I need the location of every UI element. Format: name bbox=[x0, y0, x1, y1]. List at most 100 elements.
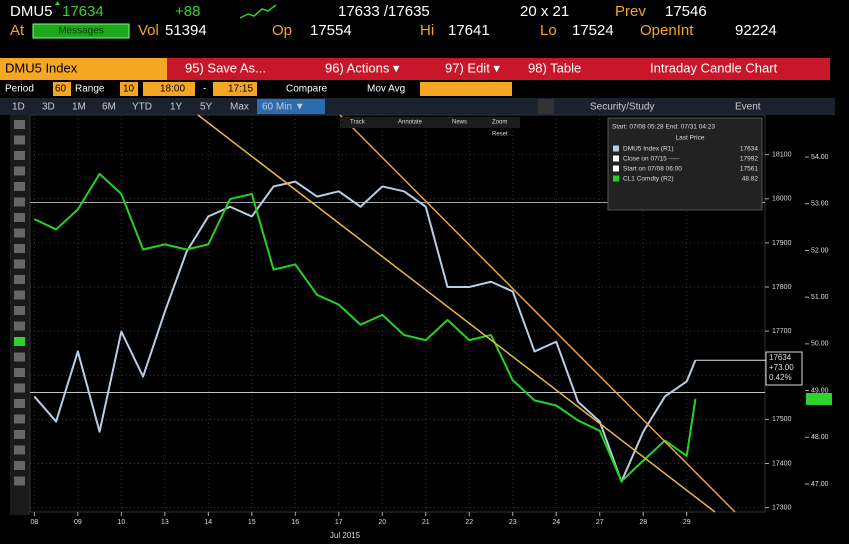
tool-icon[interactable] bbox=[14, 275, 25, 284]
chart-tool[interactable]: Track bbox=[350, 120, 366, 126]
chart-tools-bar bbox=[340, 117, 520, 128]
y-tick-label: 17300 bbox=[772, 504, 792, 511]
price-tag-pct: 0.42% bbox=[769, 373, 792, 382]
chart-tool[interactable]: News bbox=[452, 120, 467, 126]
tool-icon[interactable] bbox=[14, 399, 25, 408]
tool-icon[interactable] bbox=[14, 352, 25, 362]
tool-icon[interactable] bbox=[14, 290, 25, 300]
security-name[interactable]: DMU5 Index bbox=[5, 60, 78, 75]
chart-tool[interactable]: Zoom bbox=[492, 120, 507, 126]
tool-icon[interactable] bbox=[14, 166, 25, 176]
range-button[interactable]: 1D bbox=[12, 102, 25, 113]
y-tick-label: 17500 bbox=[772, 416, 792, 423]
range-button[interactable]: 1Y bbox=[170, 102, 183, 113]
actions-button[interactable]: 96) Actions ▾ bbox=[325, 60, 400, 75]
messages-label[interactable]: Messages bbox=[58, 26, 104, 37]
chart-tool[interactable]: Reset bbox=[492, 132, 508, 138]
prev-label: Prev bbox=[615, 3, 646, 20]
y-tick-label: 17800 bbox=[772, 284, 792, 291]
legend-swatch bbox=[613, 155, 619, 162]
range-button[interactable]: Max bbox=[230, 102, 249, 113]
nav-button[interactable] bbox=[538, 99, 554, 114]
tool-icon[interactable] bbox=[14, 120, 25, 129]
x-tick-label: 24 bbox=[552, 519, 560, 526]
range-bar bbox=[0, 98, 835, 115]
trend-line[interactable] bbox=[339, 114, 736, 513]
prev-value: 17546 bbox=[665, 3, 707, 20]
net-change: +88 bbox=[175, 3, 200, 20]
tool-icon[interactable] bbox=[14, 244, 25, 253]
period-field[interactable] bbox=[53, 82, 71, 96]
y-tick-label: 17900 bbox=[772, 240, 792, 247]
tool-icon[interactable] bbox=[14, 228, 25, 238]
x-tick-label: 08 bbox=[30, 519, 38, 526]
range-button[interactable]: 3D bbox=[42, 102, 55, 113]
range-button[interactable]: 60 Min ▼ bbox=[262, 102, 305, 113]
security-field[interactable] bbox=[0, 58, 167, 80]
legend-swatch bbox=[613, 165, 619, 172]
x-axis-label: Jul 2015 bbox=[330, 531, 361, 540]
sparkline bbox=[239, 4, 277, 19]
tool-icon[interactable] bbox=[14, 430, 25, 439]
legend: Start: 07/08 05:28 End: 07/31 04:23 Last … bbox=[612, 124, 758, 183]
tool-icon[interactable] bbox=[14, 414, 25, 424]
tool-icon[interactable] bbox=[14, 321, 25, 331]
range-button[interactable]: 5Y bbox=[200, 102, 213, 113]
legend-value: 48.82 bbox=[742, 176, 759, 183]
open-label: Op bbox=[272, 22, 292, 39]
x-tick-label: 09 bbox=[74, 519, 82, 526]
range-button[interactable]: 6M bbox=[102, 102, 116, 113]
messages-badge[interactable] bbox=[32, 23, 130, 39]
y2-tick-label: 50.00 bbox=[811, 341, 829, 348]
legend-value: 17561 bbox=[740, 166, 758, 173]
series-line bbox=[33, 172, 697, 483]
tool-icon[interactable] bbox=[14, 368, 25, 377]
period-value[interactable]: 60 bbox=[55, 84, 67, 95]
tool-icon[interactable] bbox=[14, 135, 25, 145]
y2-tick-label: 49.00 bbox=[811, 387, 829, 394]
legend-name: DMU5 Index (R1) bbox=[623, 146, 674, 153]
from-value[interactable]: 18:00 bbox=[160, 84, 185, 95]
y2-tick-label: 47.00 bbox=[811, 481, 829, 488]
range-button[interactable]: 1M bbox=[72, 102, 86, 113]
chart-tool[interactable]: Annotate bbox=[398, 120, 423, 126]
bid-ask: 17633 /17635 bbox=[338, 3, 430, 20]
tool-icon[interactable] bbox=[14, 151, 25, 160]
trend-line[interactable] bbox=[197, 114, 716, 513]
from-field[interactable] bbox=[143, 82, 195, 96]
to-field[interactable] bbox=[213, 82, 257, 96]
tool-icon[interactable] bbox=[14, 337, 25, 346]
mov-avg-button[interactable]: Mov Avg bbox=[367, 84, 405, 95]
tool-icon[interactable] bbox=[14, 445, 25, 455]
tool-icon[interactable] bbox=[14, 461, 25, 470]
y2-tick-label: 51.00 bbox=[811, 294, 829, 301]
x-tick-label: 22 bbox=[465, 519, 473, 526]
tool-icon[interactable] bbox=[14, 197, 25, 207]
save-button[interactable]: 95) Save As... bbox=[185, 60, 266, 75]
cl1-price-tag bbox=[806, 392, 832, 405]
tool-icon[interactable] bbox=[14, 383, 25, 393]
event-button[interactable]: Event bbox=[735, 102, 761, 113]
menu-bar bbox=[167, 58, 830, 80]
range-button[interactable]: YTD bbox=[132, 102, 152, 113]
edit-button[interactable]: 97) Edit ▾ bbox=[445, 60, 500, 75]
mov-avg-field[interactable] bbox=[420, 82, 512, 96]
security-study-button[interactable]: Security/Study bbox=[590, 102, 654, 113]
range-field[interactable] bbox=[120, 82, 138, 96]
ticker: DMU5 bbox=[10, 3, 53, 20]
table-button[interactable]: 98) Table bbox=[528, 60, 581, 75]
tool-icon[interactable] bbox=[14, 259, 25, 269]
legend-box bbox=[607, 117, 763, 211]
range-value[interactable]: 10 bbox=[123, 84, 135, 95]
tool-icon[interactable] bbox=[14, 306, 25, 315]
x-tick-label: 15 bbox=[248, 519, 256, 526]
y2-tick-label: 52.00 bbox=[811, 247, 829, 254]
series-line bbox=[33, 180, 697, 483]
tool-icon[interactable] bbox=[14, 476, 25, 486]
tool-icon[interactable] bbox=[14, 213, 25, 222]
tool-icon[interactable] bbox=[14, 182, 25, 191]
compare-button[interactable]: Compare bbox=[286, 84, 328, 95]
to-value[interactable]: 17:15 bbox=[228, 84, 253, 95]
range-button-active[interactable] bbox=[257, 99, 325, 114]
